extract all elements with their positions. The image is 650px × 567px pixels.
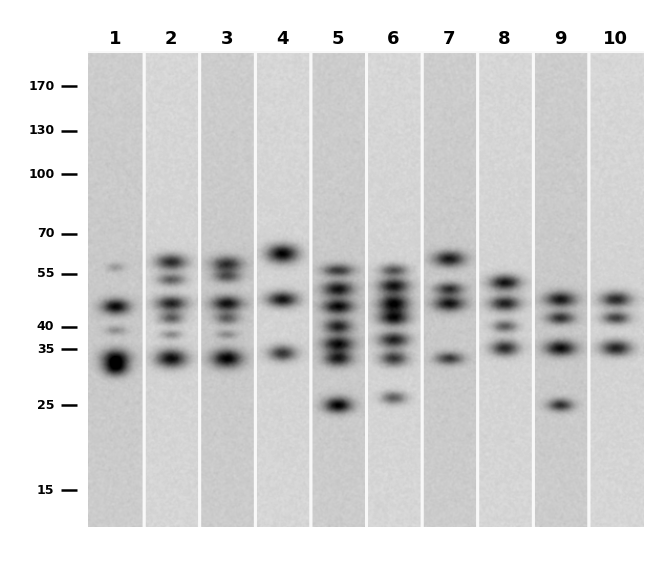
Text: 170: 170 xyxy=(28,80,55,92)
Text: 3: 3 xyxy=(220,30,233,48)
Text: 100: 100 xyxy=(28,168,55,181)
Text: 4: 4 xyxy=(276,30,289,48)
Text: 8: 8 xyxy=(499,30,511,48)
Text: 1: 1 xyxy=(109,30,122,48)
Text: 2: 2 xyxy=(165,30,177,48)
Text: 10: 10 xyxy=(603,30,628,48)
Text: 35: 35 xyxy=(37,342,55,356)
Text: 5: 5 xyxy=(332,30,344,48)
Text: 70: 70 xyxy=(37,227,55,240)
Text: 25: 25 xyxy=(37,399,55,412)
Text: 40: 40 xyxy=(37,320,55,333)
Text: 15: 15 xyxy=(37,484,55,497)
Text: 6: 6 xyxy=(387,30,400,48)
Text: 9: 9 xyxy=(554,30,566,48)
Text: 55: 55 xyxy=(37,268,55,281)
Text: 7: 7 xyxy=(443,30,455,48)
Text: 130: 130 xyxy=(29,124,55,137)
